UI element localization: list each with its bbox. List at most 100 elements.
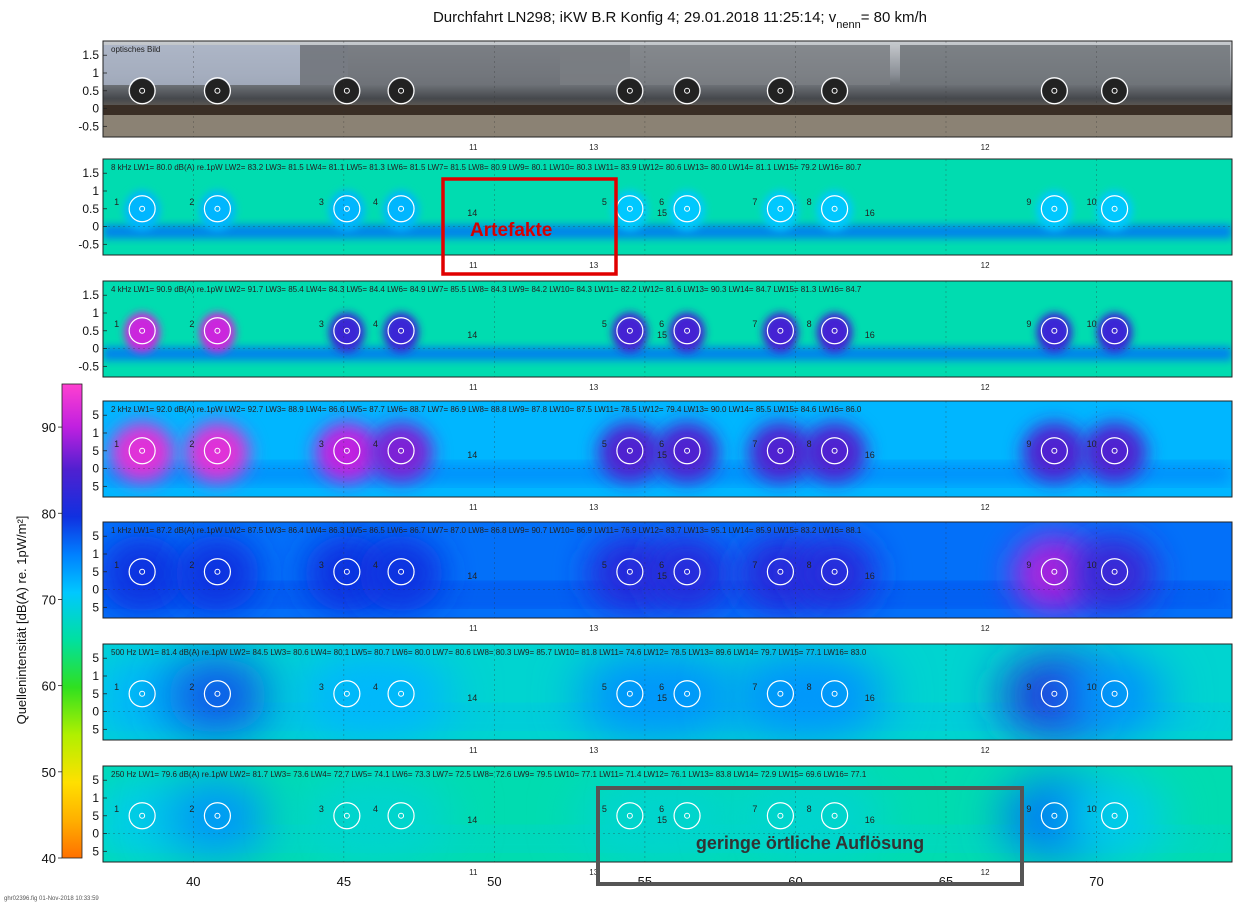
wheel-marker-ring: [820, 558, 849, 586]
wheel-marker-ring: [820, 77, 849, 105]
panel-header: 250 Hz LW1= 79.6 dB(A) re.1pW LW2= 81.7 …: [111, 770, 867, 779]
x-tick-label: 50: [487, 874, 501, 889]
y-tick-label: 1: [92, 184, 99, 198]
y-tick-label: 5: [92, 479, 99, 493]
wheel-marker-ring: [1100, 680, 1129, 708]
position-label: 16: [865, 330, 875, 340]
map-band: [103, 346, 1232, 361]
wheel-marker-ring: [387, 317, 415, 345]
wheel-marker-center: [626, 568, 633, 575]
chart-title: Durchfahrt LN298; iKW B.R Konfig 4; 29.0…: [433, 9, 927, 31]
y-tick-label: 0: [92, 342, 99, 356]
wheel-marker-center: [398, 205, 405, 212]
wheel-number: 6: [659, 319, 664, 329]
wheel-marker-ring: [1040, 317, 1068, 345]
position-label: 14: [467, 815, 477, 825]
marker-label: 13: [589, 503, 598, 512]
wheel-marker-center: [684, 327, 691, 334]
wheel-number: 7: [752, 682, 757, 692]
wheel-marker-center: [1051, 87, 1058, 94]
wheel-number: 7: [752, 439, 757, 449]
wheel-number: 5: [602, 560, 607, 570]
wheel-marker-center: [1051, 327, 1058, 334]
map-hotspot: [782, 779, 887, 856]
marker-label: 11: [469, 503, 478, 512]
wheel-marker-center: [398, 812, 405, 819]
wheel-marker-ring: [616, 437, 644, 465]
wheel-number: 2: [189, 804, 194, 814]
map-hotspot: [792, 535, 877, 612]
wheel-marker-center: [398, 447, 405, 454]
photo-wheel: [1102, 78, 1127, 103]
wheel-number: 9: [1026, 319, 1031, 329]
wheel-marker-ring: [203, 437, 232, 465]
wheel-number: 10: [1087, 319, 1097, 329]
wheel-number: 3: [319, 560, 324, 570]
photo-wheel: [130, 78, 155, 103]
wheel-number: 6: [659, 682, 664, 692]
wheel-marker-center: [1111, 812, 1118, 819]
wheel-number: 1: [114, 804, 119, 814]
y-tick-label: 0.5: [82, 84, 99, 98]
wheel-number: 1: [114, 319, 119, 329]
panel-content: [103, 766, 1232, 862]
map-hotspot: [165, 779, 270, 856]
map-hotspot: [1022, 422, 1087, 483]
panel-content: [103, 401, 1232, 497]
map-hotspot: [124, 312, 161, 353]
wheel-marker-ring: [387, 680, 415, 708]
wheel-marker-ring: [673, 77, 701, 105]
wheel-number: 6: [659, 560, 664, 570]
wheel-number: 3: [319, 682, 324, 692]
wheel-number: 8: [807, 197, 812, 207]
map-hotspot: [383, 312, 420, 353]
y-tick-label: 0: [92, 827, 99, 841]
position-label: 16: [865, 571, 875, 581]
wheel-marker-ring: [387, 195, 415, 223]
panel-frame: [102, 643, 1233, 741]
wheel-number: 8: [807, 439, 812, 449]
colorbar: [61, 383, 83, 859]
map-hotspot: [782, 657, 887, 734]
wheel-marker-center: [1051, 568, 1058, 575]
panel-frame: [102, 400, 1233, 498]
marker-label: 12: [981, 624, 990, 633]
wheel-number: 4: [373, 804, 378, 814]
y-tick-label: 5: [92, 600, 99, 614]
wheel-marker-center: [214, 205, 221, 212]
position-label: 14: [467, 693, 477, 703]
wheel-marker-ring: [1100, 77, 1129, 105]
wheel-marker-ring: [1100, 802, 1129, 830]
map-hotspot: [314, 422, 379, 483]
position-label: 15: [657, 571, 667, 581]
y-tick-label: 1.5: [82, 166, 99, 180]
photo-wheel: [205, 78, 230, 103]
colorbar-tick-label: 90: [42, 420, 56, 435]
map-hotspot: [1082, 422, 1147, 483]
panel-content: [103, 41, 1232, 137]
map-hotspot: [816, 312, 853, 353]
artefakte-label: Artefakte: [470, 220, 552, 241]
photo-wheel: [822, 78, 847, 103]
x-tick-label: 45: [337, 874, 351, 889]
wheel-marker-center: [777, 87, 784, 94]
wheel-number: 6: [659, 197, 664, 207]
map-hotspot: [802, 422, 867, 483]
wheel-number: 3: [319, 197, 324, 207]
wheel-marker-ring: [766, 680, 795, 708]
wheel-marker-center: [214, 87, 221, 94]
wheel-marker-center: [1111, 327, 1118, 334]
title-suffix: = 80 km/h: [861, 9, 927, 26]
wheel-number: 10: [1087, 197, 1097, 207]
wheel-marker-center: [1111, 205, 1118, 212]
wheel-marker-center: [139, 87, 146, 94]
wheel-number: 10: [1087, 560, 1097, 570]
position-label: 16: [865, 815, 875, 825]
wheel-marker-center: [343, 205, 350, 212]
wheel-marker-center: [1051, 447, 1058, 454]
wheel-marker-ring: [203, 77, 232, 105]
wheel-marker-center: [831, 447, 838, 454]
